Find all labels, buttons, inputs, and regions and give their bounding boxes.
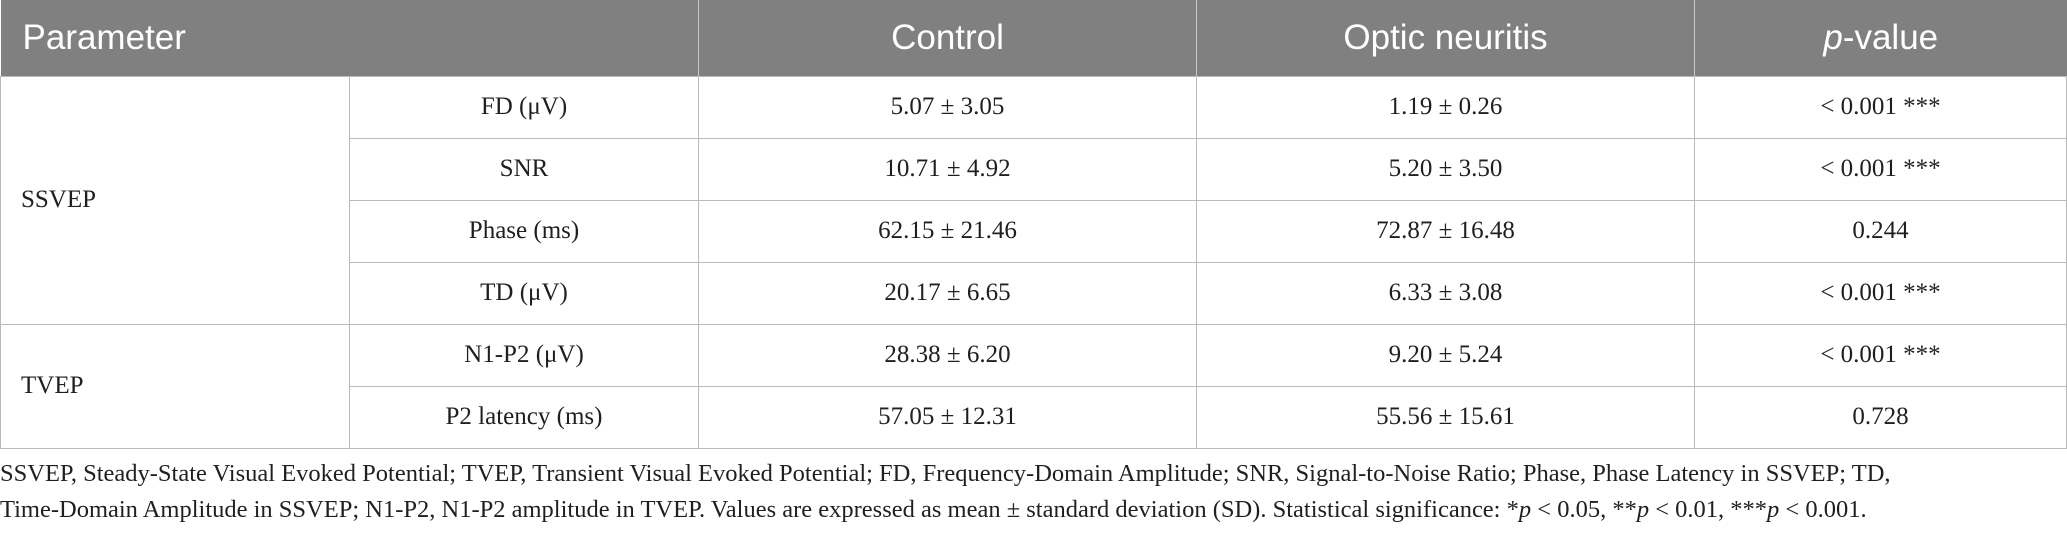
group-label-ssvep: SSVEP [0, 75, 350, 325]
header-p-value: p-value [1694, 0, 2067, 76]
footnote-p-symbol: p [1518, 496, 1532, 523]
footnote-text: Time-Domain Amplitude in SSVEP; N1-P2, N… [0, 496, 1519, 523]
cell-p-value: 0.244 [1694, 199, 2067, 263]
cell-control: 10.71 ± 4.92 [698, 137, 1197, 201]
footnote-text: < 0.01, *** [1649, 496, 1768, 523]
footnote-line-2: Time-Domain Amplitude in SSVEP; N1-P2, N… [0, 492, 2067, 528]
cell-control: 20.17 ± 6.65 [698, 261, 1197, 325]
table-row: P2 latency (ms) 57.05 ± 12.31 55.56 ± 15… [1, 385, 2067, 449]
footnote-p-symbol: p [1767, 496, 1780, 523]
footnote-text: < 0.001. [1779, 496, 1867, 523]
cell-control: 5.07 ± 3.05 [698, 75, 1197, 139]
cell-control: 28.38 ± 6.20 [698, 323, 1197, 387]
table-body: SSVEP FD (μV) 5.07 ± 3.05 1.19 ± 0.26 < … [0, 75, 2067, 449]
footnote-line-1: SSVEP, Steady-State Visual Evoked Potent… [0, 460, 1891, 487]
cell-control: 62.15 ± 21.46 [698, 199, 1197, 263]
results-table: Parameter Control Optic neuritis p-value… [0, 0, 2067, 449]
cell-optic-neuritis: 1.19 ± 0.26 [1196, 75, 1695, 139]
cell-parameter: FD (μV) [349, 75, 699, 139]
header-parameter: Parameter [22, 17, 186, 57]
header-row: Parameter Control Optic neuritis p-value [0, 0, 2067, 76]
header-p-value-rest: -value [1842, 17, 1939, 57]
footnote-text: < 0.05, ** [1531, 496, 1637, 523]
cell-optic-neuritis: 55.56 ± 15.61 [1196, 385, 1695, 449]
cell-parameter: SNR [349, 137, 699, 201]
cell-p-value: < 0.001 *** [1694, 323, 2067, 387]
results-table-container: Parameter Control Optic neuritis p-value… [0, 0, 2067, 449]
table-header: Parameter Control Optic neuritis p-value [0, 0, 2067, 76]
cell-p-value: < 0.001 *** [1694, 75, 2067, 139]
cell-p-value: 0.728 [1694, 385, 2067, 449]
cell-parameter: TD (μV) [349, 261, 699, 325]
group-label-tvep: TVEP [0, 323, 350, 449]
header-control: Control [698, 0, 1197, 76]
cell-p-value: < 0.001 *** [1694, 261, 2067, 325]
header-optic-neuritis: Optic neuritis [1196, 0, 1695, 76]
cell-optic-neuritis: 72.87 ± 16.48 [1196, 199, 1695, 263]
cell-optic-neuritis: 9.20 ± 5.24 [1196, 323, 1695, 387]
table-row: TD (μV) 20.17 ± 6.65 6.33 ± 3.08 < 0.001… [1, 261, 2067, 325]
table-row: TVEP N1-P2 (μV) 28.38 ± 6.20 9.20 ± 5.24… [0, 323, 2067, 449]
cell-parameter: N1-P2 (μV) [349, 323, 699, 387]
cell-optic-neuritis: 5.20 ± 3.50 [1196, 137, 1695, 201]
table-row: SSVEP FD (μV) 5.07 ± 3.05 1.19 ± 0.26 < … [0, 75, 2067, 325]
cell-control: 57.05 ± 12.31 [698, 385, 1197, 449]
table-footnote: SSVEP, Steady-State Visual Evoked Potent… [0, 456, 2067, 528]
cell-optic-neuritis: 6.33 ± 3.08 [1196, 261, 1695, 325]
cell-parameter: Phase (ms) [349, 199, 699, 263]
header-p-value-italic: p [1823, 17, 1843, 57]
cell-p-value: < 0.001 *** [1694, 137, 2067, 201]
footnote-p-symbol: p [1636, 496, 1650, 523]
cell-parameter: P2 latency (ms) [349, 385, 699, 449]
